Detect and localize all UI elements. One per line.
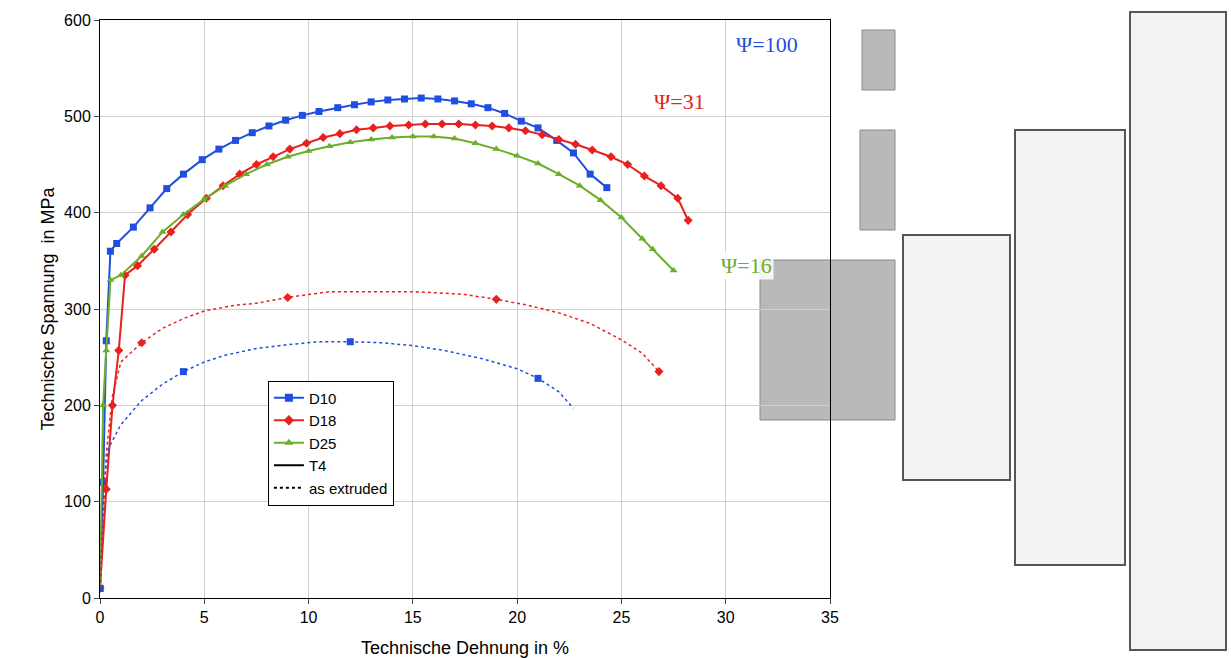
svg-text:20: 20 [508, 609, 526, 626]
svg-text:600: 600 [64, 12, 91, 29]
svg-text:5: 5 [200, 609, 209, 626]
svg-text:300: 300 [64, 301, 91, 318]
svg-text:0: 0 [82, 590, 91, 607]
svg-text:0: 0 [96, 609, 105, 626]
svg-text:Ψ=100: Ψ=100 [736, 32, 798, 57]
svg-text:35: 35 [821, 609, 839, 626]
svg-text:T4: T4 [309, 457, 327, 474]
svg-text:30: 30 [717, 609, 735, 626]
svg-text:25: 25 [613, 609, 631, 626]
svg-text:200: 200 [64, 397, 91, 414]
svg-text:Technische Spannung in MPa: Technische Spannung in MPa [38, 186, 58, 430]
svg-text:100: 100 [64, 493, 91, 510]
svg-text:D10: D10 [309, 390, 337, 407]
svg-text:Ψ=31: Ψ=31 [654, 89, 705, 114]
svg-text:Technische Dehnung in %: Technische Dehnung in % [361, 638, 569, 658]
svg-text:D25: D25 [309, 435, 337, 452]
svg-text:500: 500 [64, 108, 91, 125]
svg-text:400: 400 [64, 204, 91, 221]
svg-text:Ψ=16: Ψ=16 [721, 253, 772, 278]
svg-text:D18: D18 [309, 412, 337, 429]
svg-text:as extruded: as extruded [309, 480, 387, 497]
svg-text:15: 15 [404, 609, 422, 626]
svg-text:10: 10 [300, 609, 318, 626]
